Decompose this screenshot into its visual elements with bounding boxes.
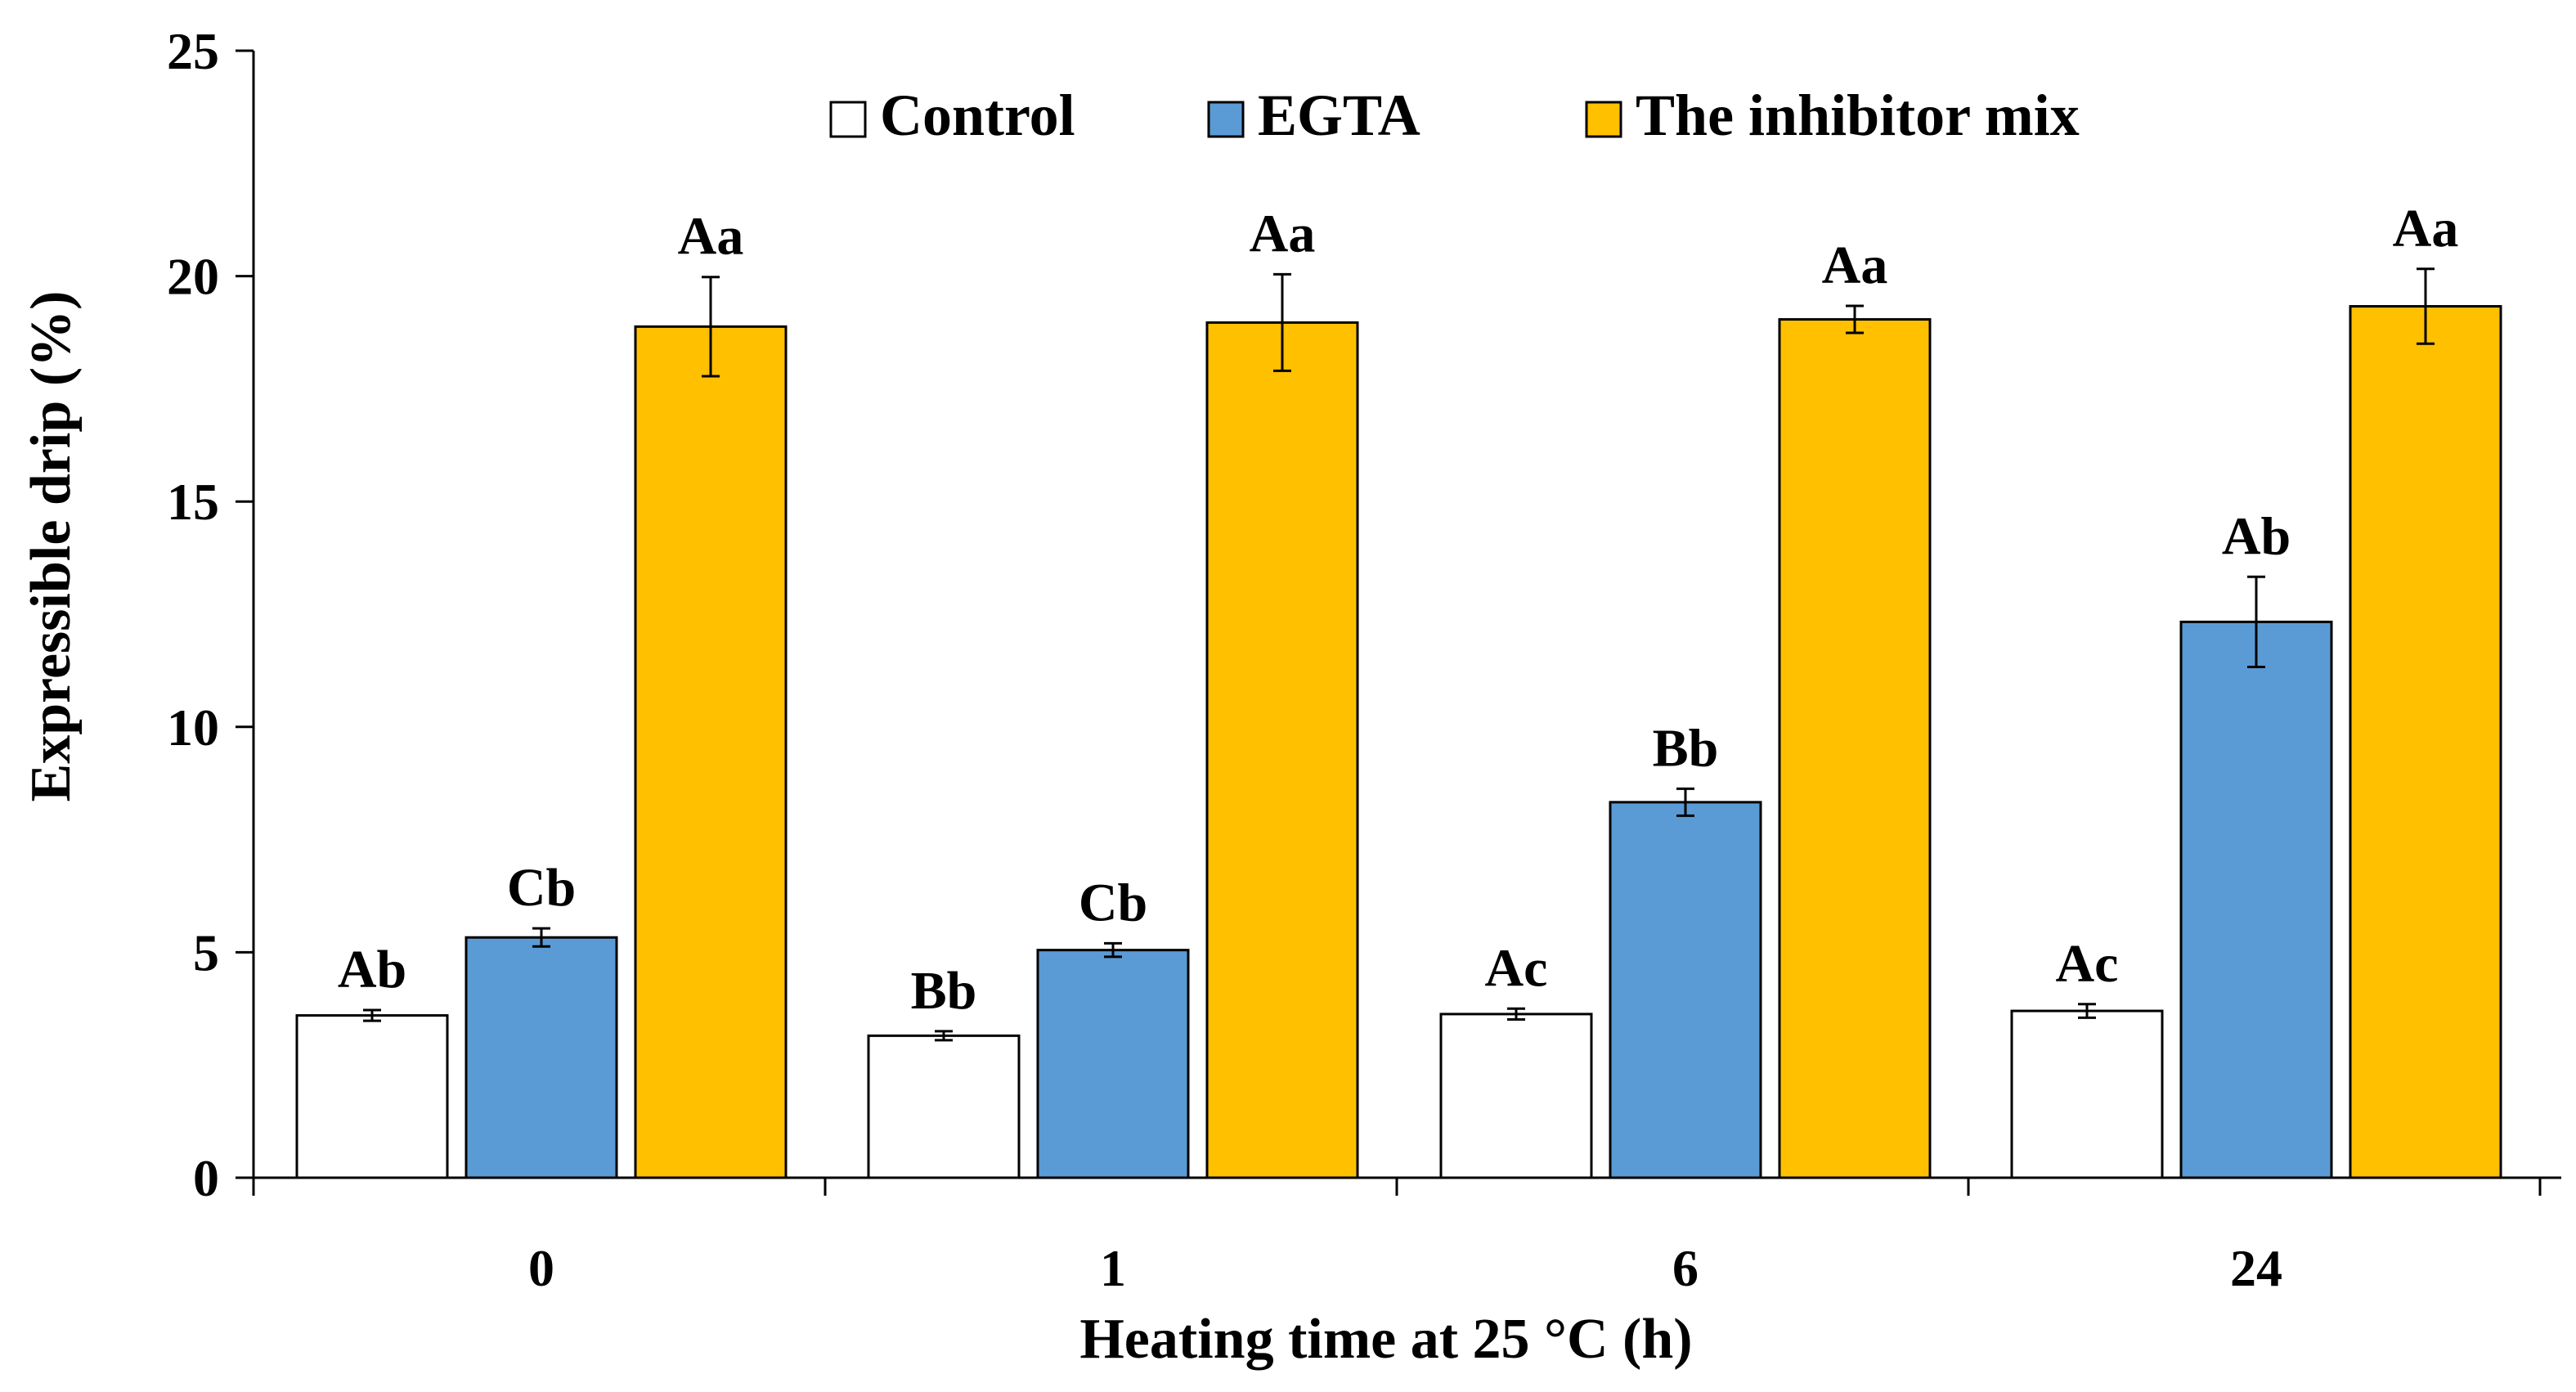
legend-label: EGTA: [1258, 83, 1420, 148]
y-tick-label: 10: [167, 698, 219, 757]
x-tick-label: 24: [2230, 1239, 2282, 1297]
legend-label: The inhibitor mix: [1636, 83, 2080, 148]
bar: [2010, 1009, 2164, 1179]
x-tick-label: 6: [1672, 1239, 1699, 1297]
significance-label: Cb: [1079, 873, 1147, 932]
y-tick-label: 25: [167, 22, 219, 80]
bars-group: [295, 267, 2502, 1179]
bar: [2349, 305, 2502, 1179]
significance-label: Aa: [678, 207, 744, 267]
significance-label: Ac: [2056, 934, 2119, 994]
bar: [2179, 620, 2333, 1179]
bar: [1778, 318, 1932, 1179]
significance-label: Ab: [2222, 506, 2291, 566]
significance-label: Aa: [1250, 204, 1316, 263]
bar: [295, 1014, 449, 1179]
y-tick-label: 5: [193, 923, 219, 981]
legend-swatch: [1207, 101, 1245, 138]
significance-label: Ac: [1485, 938, 1548, 998]
bar: [464, 936, 618, 1179]
x-axis-title: Heating time at 25 °C (h): [1079, 1308, 1692, 1371]
significance-label: Bb: [1653, 718, 1719, 778]
legend-swatch: [829, 101, 867, 138]
significance-label: Cb: [507, 858, 576, 918]
significance-label: Aa: [1822, 236, 1888, 295]
y-tick-label: 15: [167, 473, 219, 531]
x-tick-label: 1: [1100, 1239, 1126, 1297]
labels-group: Ab Bb Ac Ac Cb Cb Bb Ab Aa Aa Aa Aa: [338, 199, 2459, 1021]
y-tick-label: 0: [193, 1149, 219, 1207]
bar: [634, 325, 788, 1179]
bar: [1205, 321, 1359, 1179]
bar: [867, 1034, 1021, 1179]
significance-label: Bb: [911, 961, 977, 1021]
bar: [1036, 949, 1190, 1179]
legend: Control EGTA The inhibitor mix: [829, 83, 2080, 148]
legend-swatch: [1585, 101, 1622, 138]
axes-group: 0 5 10 15 20 25 0 1 6 24: [167, 22, 2561, 1297]
y-tick-label: 20: [167, 248, 219, 306]
significance-label: Aa: [2393, 199, 2459, 258]
bar: [1439, 1013, 1593, 1179]
bar: [1609, 801, 1762, 1179]
legend-label: Control: [880, 83, 1075, 148]
x-tick-label: 0: [528, 1239, 554, 1297]
significance-label: Ab: [338, 940, 406, 999]
y-axis-title: Expressible drip (%): [20, 291, 83, 802]
